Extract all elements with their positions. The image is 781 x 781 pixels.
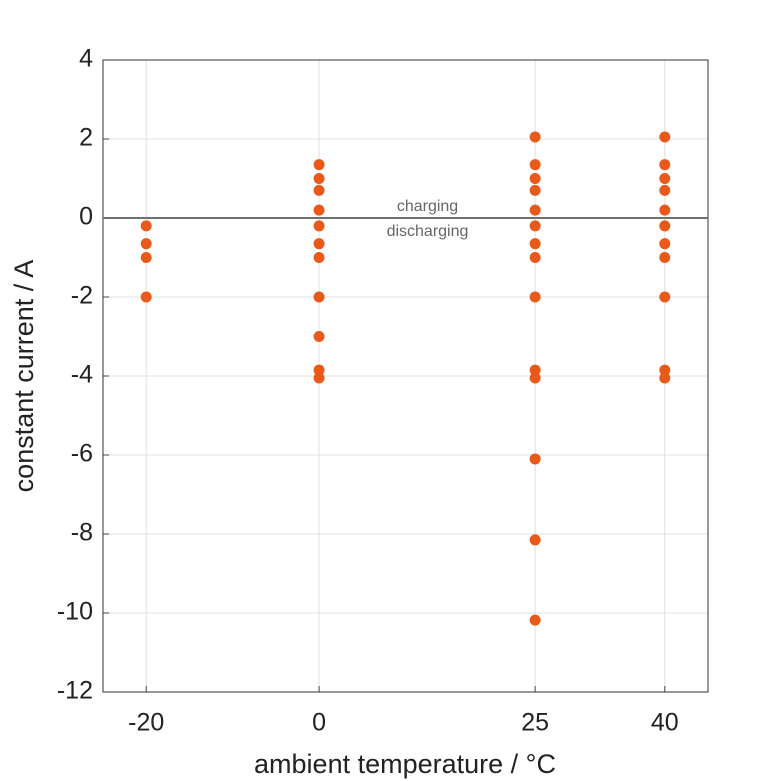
point <box>313 220 325 232</box>
y-tick-label: -4 <box>71 361 93 389</box>
point <box>529 204 541 216</box>
point <box>313 372 325 384</box>
point <box>313 364 325 376</box>
point <box>659 220 671 232</box>
point <box>659 159 671 171</box>
point <box>140 291 152 303</box>
x-axis-label: ambient temperature / °C <box>254 749 556 779</box>
y-axis-label: constant current / A <box>9 260 39 493</box>
point <box>659 131 671 143</box>
point <box>529 184 541 196</box>
point <box>529 614 541 626</box>
point <box>529 372 541 384</box>
x-tick-label: 40 <box>651 709 679 737</box>
y-tick-label: -10 <box>57 598 93 626</box>
annotation: discharging <box>387 223 469 240</box>
point <box>529 453 541 465</box>
point <box>313 291 325 303</box>
point <box>659 364 671 376</box>
point <box>659 372 671 384</box>
y-tick-label: -2 <box>71 282 93 310</box>
annotation: charging <box>397 198 458 215</box>
x-tick-label: 0 <box>312 709 326 737</box>
y-tick-label: -12 <box>57 677 93 705</box>
y-tick-label: -6 <box>71 440 93 468</box>
point <box>529 131 541 143</box>
point <box>140 252 152 263</box>
y-tick-label: 0 <box>79 203 93 231</box>
x-tick-label: -20 <box>128 709 164 737</box>
point <box>659 291 671 303</box>
point <box>313 204 325 216</box>
x-tick-label: 25 <box>521 709 549 737</box>
point <box>529 534 541 546</box>
point <box>659 204 671 216</box>
point <box>659 238 671 250</box>
point <box>313 173 325 184</box>
point <box>313 238 325 250</box>
point <box>659 173 671 184</box>
point <box>529 159 541 171</box>
point <box>313 159 325 171</box>
point <box>529 220 541 232</box>
y-tick-label: -8 <box>71 519 93 547</box>
point <box>140 238 152 250</box>
y-tick-label: 4 <box>79 45 93 73</box>
point <box>313 184 325 196</box>
point <box>313 331 325 342</box>
point <box>529 238 541 250</box>
point <box>659 252 671 263</box>
point <box>529 291 541 303</box>
point <box>140 220 152 232</box>
point <box>529 173 541 184</box>
plot-frame <box>102 59 709 693</box>
point <box>529 252 541 263</box>
point <box>529 364 541 376</box>
point <box>659 184 671 196</box>
point <box>313 252 325 263</box>
y-tick-label: 2 <box>79 124 93 152</box>
